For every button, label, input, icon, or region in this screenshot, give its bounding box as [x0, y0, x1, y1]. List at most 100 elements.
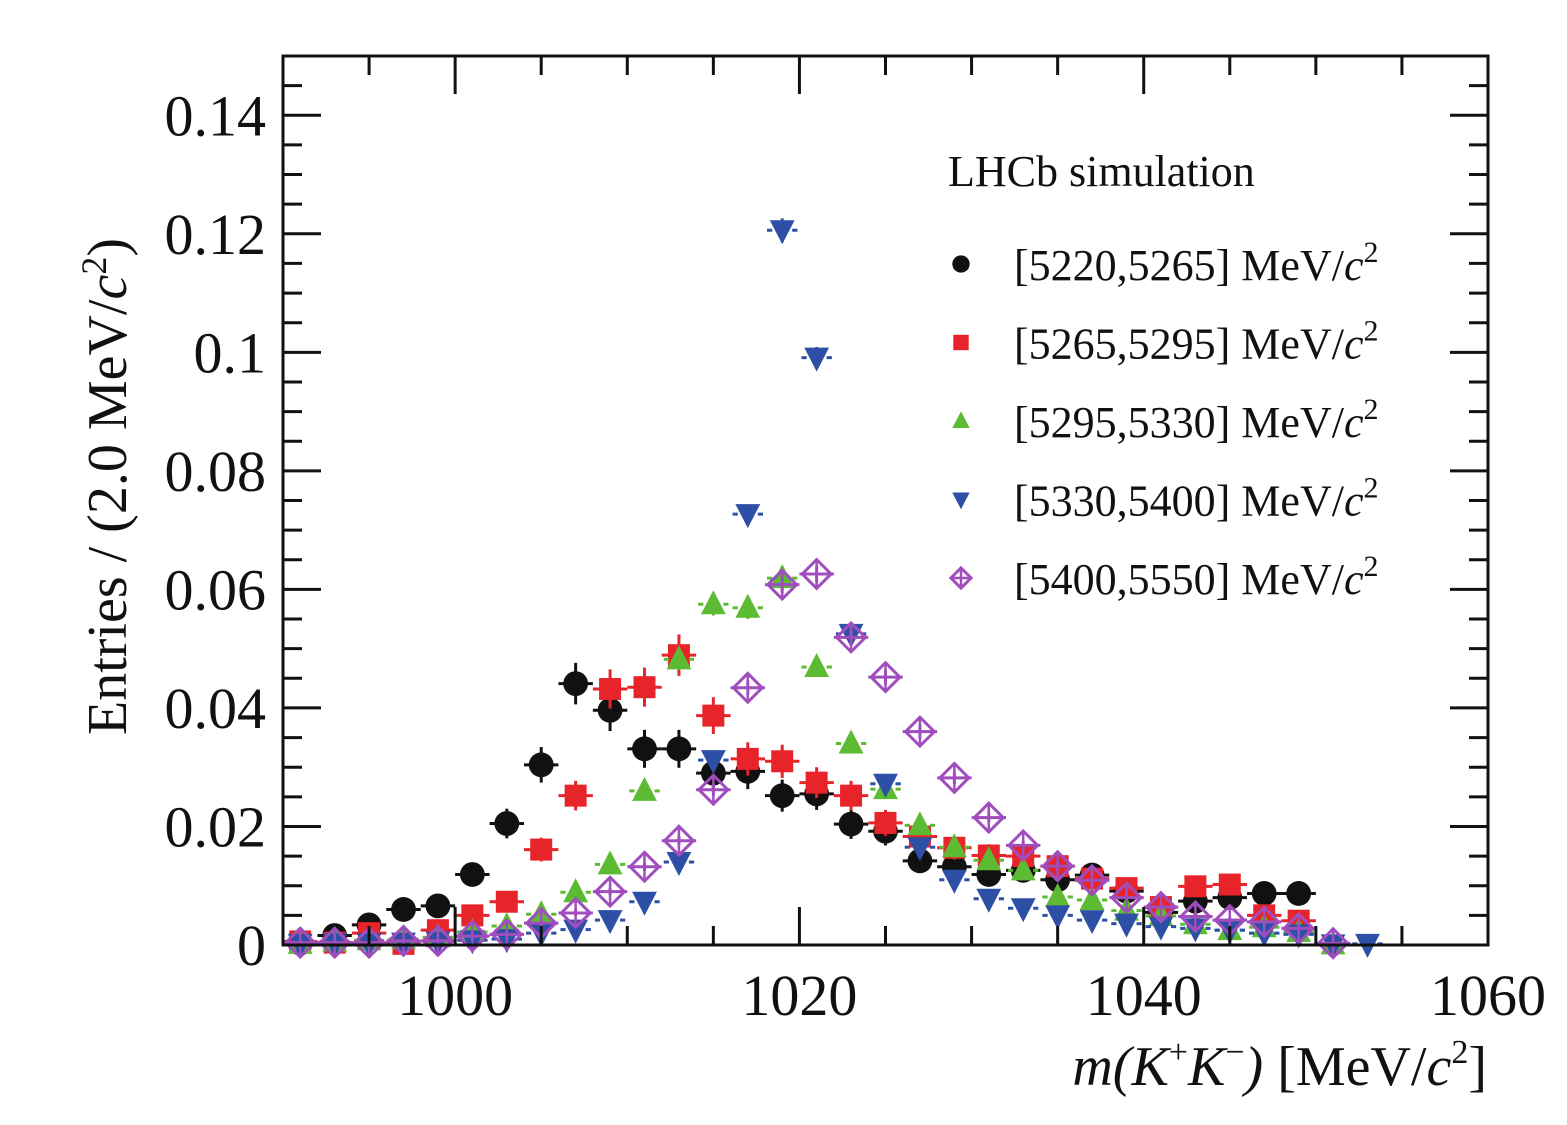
- marker-open-diamond-cross: [972, 801, 1006, 835]
- marker-square: [1218, 873, 1241, 896]
- y-axis-title: Entries / (2.0 MeV/c2): [74, 238, 139, 735]
- legend-label-sup: 2: [1364, 472, 1379, 505]
- data-point: [1212, 873, 1247, 896]
- legend-label-c: c: [1344, 555, 1364, 604]
- marker-triangle-down: [735, 504, 761, 529]
- marker-triangle-down: [666, 852, 692, 877]
- data-point: [730, 742, 765, 776]
- data-point: [1178, 875, 1213, 898]
- marker-open-diamond-cross: [1316, 926, 1350, 960]
- data-point: [1281, 911, 1316, 945]
- data-point: [973, 888, 1004, 913]
- x-title-open: (: [1113, 1036, 1135, 1098]
- data-point: [799, 557, 834, 591]
- marker-open-diamond-cross: [1282, 911, 1316, 945]
- marker-triangle-down: [597, 910, 623, 935]
- data-point: [629, 776, 660, 801]
- legend-label-c: c: [1344, 477, 1364, 526]
- marker-triangle-up: [1045, 882, 1071, 907]
- data-point: [560, 878, 591, 903]
- data-point: [765, 779, 800, 812]
- data-point: [973, 846, 1004, 871]
- x-title-sup-plus: +: [1169, 1034, 1188, 1071]
- marker-triangle-up: [1079, 885, 1105, 910]
- marker-triangle-down: [1079, 910, 1105, 935]
- marker-triangle-down: [873, 773, 898, 798]
- y-axis-title-close: ): [77, 238, 139, 257]
- legend-label-sup: 2: [1364, 550, 1379, 583]
- data-point: [1076, 885, 1108, 910]
- marker-circle: [769, 783, 795, 809]
- x-tick-label: 1040: [1086, 963, 1202, 1028]
- marker-circle: [425, 893, 451, 919]
- marker-triangle-down: [769, 220, 795, 245]
- data-point: [1074, 863, 1110, 897]
- marker-circle: [494, 811, 520, 836]
- data-point: [767, 218, 798, 245]
- data-point: [868, 809, 903, 836]
- marker-open-diamond-cross: [1041, 849, 1075, 883]
- marker-circle: [838, 811, 864, 837]
- marker-triangle-down: [804, 347, 830, 372]
- data-point: [835, 729, 867, 754]
- marker-square: [495, 890, 518, 913]
- y-tick-label: 0: [237, 913, 266, 978]
- data-point: [283, 926, 318, 960]
- legend-title: LHCb simulation: [948, 147, 1255, 196]
- marker-triangle-up: [563, 878, 589, 903]
- legend-label-c: c: [1344, 241, 1364, 290]
- data-point: [661, 824, 697, 858]
- data-point: [765, 568, 800, 602]
- data-point: [1315, 926, 1351, 960]
- marker-triangle-down: [1148, 916, 1174, 941]
- x-title-k1: K: [1130, 1036, 1171, 1098]
- marker-triangle-up: [976, 846, 1002, 871]
- data-point: [1145, 916, 1177, 941]
- legend-item: [5295,5330] MeV/c2: [952, 393, 1379, 447]
- marker-triangle-down: [1045, 905, 1071, 930]
- y-tick-label: 0.02: [165, 794, 267, 859]
- data-point: [1247, 905, 1282, 939]
- data-point: [592, 875, 628, 909]
- x-title-close: ): [1242, 1036, 1264, 1098]
- data-point: [1042, 882, 1073, 907]
- marker-open-diamond-cross: [559, 896, 593, 930]
- y-axis-title-sup: 2: [74, 257, 114, 275]
- marker-open-diamond-cross: [696, 773, 730, 807]
- marker-open-diamond-cross: [1109, 881, 1144, 915]
- data-point: [1076, 910, 1108, 935]
- marker-open-diamond-cross: [903, 715, 937, 749]
- marker-square: [461, 904, 484, 927]
- marker-circle: [528, 752, 554, 778]
- data-point: [1042, 905, 1073, 930]
- data-point: [524, 837, 559, 862]
- y-tick-label: 0.12: [165, 202, 267, 267]
- y-tick-label: 0.04: [165, 676, 267, 741]
- data-point: [1008, 856, 1039, 881]
- marker-square: [702, 704, 725, 727]
- data-point: [455, 904, 490, 927]
- marker-triangle-up: [838, 729, 864, 754]
- x-title-sup-minus: −: [1225, 1034, 1244, 1071]
- data-point: [386, 924, 421, 958]
- marker-open-diamond-cross: [1144, 890, 1178, 924]
- marker-open-diamond-cross: [1075, 863, 1109, 897]
- marker-circle: [459, 862, 485, 887]
- data-point: [939, 833, 970, 858]
- marker-triangle-up: [700, 590, 726, 615]
- legend-label-range: [5220,5265] MeV/: [1014, 241, 1345, 290]
- data-point: [629, 891, 660, 916]
- marker-circle: [632, 736, 657, 762]
- data-point: [1008, 898, 1039, 923]
- data-point: [799, 767, 834, 799]
- marker-square: [564, 784, 587, 807]
- legend-marker-open-diamond-cross: [948, 565, 974, 591]
- data-point: [386, 897, 421, 922]
- marker-triangle-up: [597, 850, 623, 875]
- x-title-unit: [MeV/: [1263, 1036, 1427, 1098]
- marker-square: [599, 677, 622, 700]
- marker-circle: [1251, 881, 1277, 906]
- marker-triangle-up: [632, 776, 657, 801]
- legend-label: [5295,5330] MeV/c2: [1014, 393, 1379, 447]
- data-point: [489, 890, 524, 913]
